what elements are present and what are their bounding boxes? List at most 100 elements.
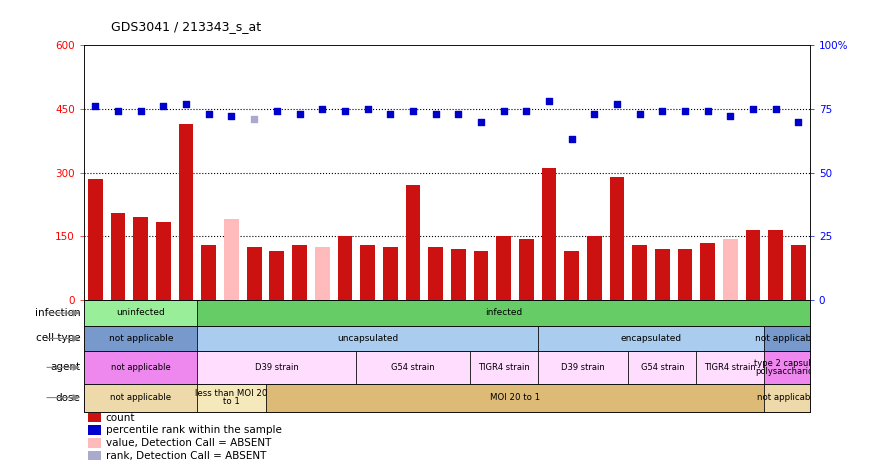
Point	[769, 105, 783, 113]
Bar	[292, 245, 307, 300]
Bar	[723, 238, 738, 300]
Text: uninfected: uninfected	[117, 309, 165, 318]
Point	[111, 108, 125, 115]
Bar	[496, 237, 511, 300]
Bar	[88, 451, 101, 460]
Bar	[696, 351, 765, 383]
Bar	[565, 251, 579, 300]
Bar	[84, 300, 197, 326]
Point	[292, 110, 306, 118]
Point	[701, 108, 715, 115]
Bar	[202, 245, 216, 300]
Point	[791, 118, 805, 125]
Point	[655, 108, 669, 115]
Bar	[356, 351, 470, 383]
Point	[202, 110, 216, 118]
Text: uncapsulated: uncapsulated	[337, 334, 398, 343]
Text: infected: infected	[485, 309, 522, 318]
Bar	[791, 245, 806, 300]
Point	[428, 110, 442, 118]
Bar	[383, 247, 397, 300]
Text: not applicable: not applicable	[757, 393, 818, 402]
Bar	[628, 351, 696, 383]
Text: D39 strain: D39 strain	[255, 363, 299, 372]
Text: count: count	[106, 413, 135, 423]
Text: not applicable: not applicable	[755, 334, 820, 343]
Text: not applicable: not applicable	[109, 334, 173, 343]
Bar	[197, 351, 356, 383]
Point	[565, 136, 579, 143]
Point	[473, 118, 488, 125]
Bar	[678, 249, 692, 300]
Text: agent: agent	[50, 363, 81, 373]
Point	[406, 108, 420, 115]
Point	[157, 102, 171, 110]
Point	[678, 108, 692, 115]
Bar	[224, 219, 239, 300]
Point	[179, 100, 193, 108]
Text: value, Detection Call = ABSENT: value, Detection Call = ABSENT	[106, 438, 271, 448]
Bar	[88, 426, 101, 435]
Bar	[269, 251, 284, 300]
Text: TIGR4 strain: TIGR4 strain	[478, 363, 529, 372]
Bar	[765, 326, 810, 351]
Text: not applicable: not applicable	[111, 393, 172, 402]
Bar	[88, 179, 103, 300]
Bar	[765, 383, 810, 411]
Bar	[428, 247, 443, 300]
Bar	[88, 438, 101, 447]
Point	[383, 110, 397, 118]
Bar	[746, 230, 760, 300]
Point	[746, 105, 760, 113]
Text: D39 strain: D39 strain	[561, 363, 604, 372]
Text: TIGR4 strain: TIGR4 strain	[704, 363, 757, 372]
Bar	[610, 177, 625, 300]
Point	[247, 115, 261, 123]
Bar	[542, 168, 557, 300]
Text: G54 strain: G54 strain	[391, 363, 435, 372]
Bar	[111, 213, 126, 300]
Bar	[700, 243, 715, 300]
Bar	[134, 217, 148, 300]
Bar	[156, 221, 171, 300]
Bar	[88, 413, 101, 422]
Point	[315, 105, 329, 113]
Text: rank, Detection Call = ABSENT: rank, Detection Call = ABSENT	[106, 451, 266, 461]
Point	[633, 110, 647, 118]
Bar	[537, 326, 765, 351]
Bar	[84, 351, 197, 383]
Text: cell type: cell type	[35, 334, 81, 344]
Bar	[337, 237, 352, 300]
Bar	[519, 238, 534, 300]
Bar	[84, 326, 197, 351]
Point	[360, 105, 374, 113]
Point	[270, 108, 284, 115]
Point	[338, 108, 352, 115]
Bar	[473, 251, 489, 300]
Point	[451, 110, 466, 118]
Text: GDS3041 / 213343_s_at: GDS3041 / 213343_s_at	[111, 20, 261, 33]
Point	[519, 108, 534, 115]
Bar	[632, 245, 647, 300]
Text: type 2 capsular
polysaccharide: type 2 capsular polysaccharide	[755, 358, 820, 376]
Bar	[197, 383, 266, 411]
Point	[225, 113, 239, 120]
Bar	[537, 351, 628, 383]
Bar	[450, 249, 466, 300]
Bar	[315, 247, 329, 300]
Point	[610, 100, 624, 108]
Bar	[765, 351, 810, 383]
Bar	[179, 124, 194, 300]
Bar	[197, 326, 537, 351]
Point	[88, 102, 103, 110]
Bar	[266, 383, 765, 411]
Text: infection: infection	[35, 308, 81, 318]
Point	[723, 113, 737, 120]
Text: not applicable: not applicable	[111, 363, 171, 372]
Text: encapsulated: encapsulated	[620, 334, 681, 343]
Point	[588, 110, 602, 118]
Text: MOI 20 to 1: MOI 20 to 1	[490, 393, 540, 402]
Bar	[405, 185, 420, 300]
Bar	[247, 247, 262, 300]
Bar	[197, 300, 810, 326]
